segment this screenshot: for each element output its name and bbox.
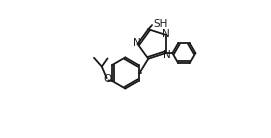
Text: N: N bbox=[162, 29, 170, 39]
Text: N: N bbox=[133, 38, 140, 48]
Text: O: O bbox=[103, 74, 112, 84]
Text: N: N bbox=[163, 50, 171, 60]
Text: SH: SH bbox=[153, 19, 168, 29]
